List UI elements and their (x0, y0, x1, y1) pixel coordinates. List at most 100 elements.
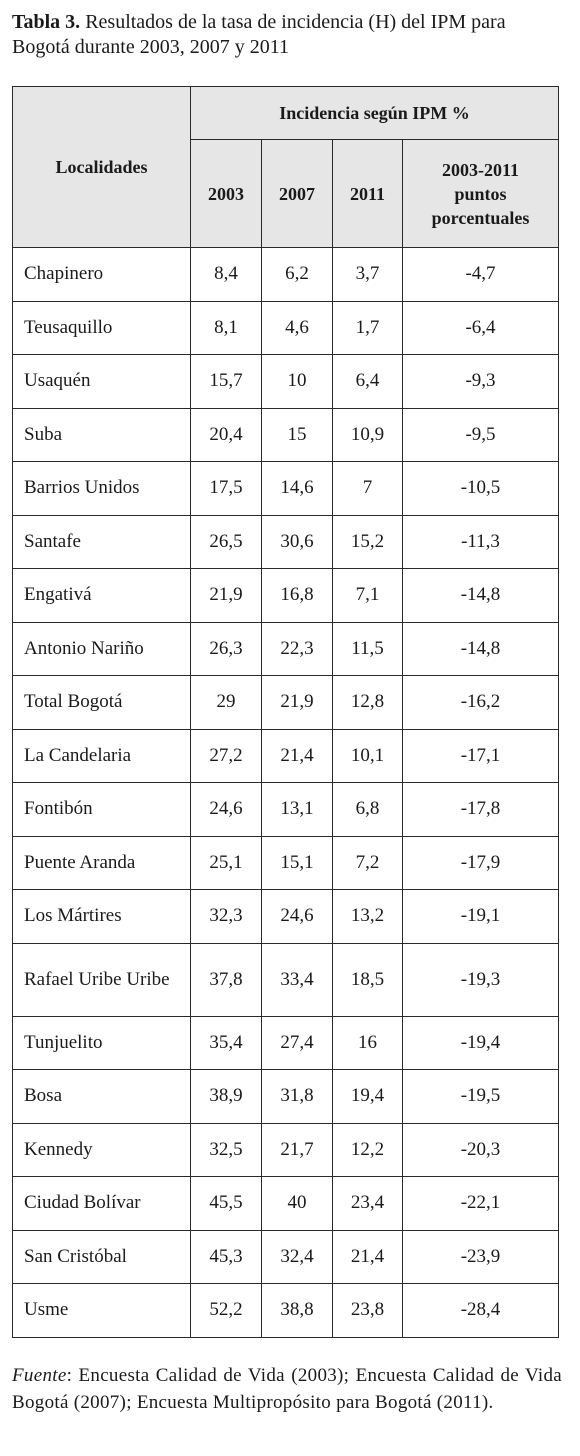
cell-change: -14,8 (401, 621, 560, 676)
cell-localidad: San Cristóbal (12, 1229, 191, 1284)
cell-change: -17,1 (401, 728, 560, 783)
cell-2011: 6,8 (332, 782, 403, 837)
cell-2007: 16,8 (261, 568, 333, 623)
table-row: Usme 52,2 38,8 23,8 -28,4 (12, 1283, 560, 1338)
cell-2011: 23,8 (332, 1283, 403, 1338)
cell-2011: 16 (332, 1015, 403, 1070)
cell-2003: 20,4 (190, 407, 262, 462)
cell-2007: 33,4 (261, 942, 333, 1017)
cell-2011: 12,8 (332, 675, 403, 730)
source-footnote: Fuente: Encuesta Calidad de Vida (2003);… (12, 1362, 562, 1416)
cell-change: -4,7 (401, 247, 560, 302)
cell-2007: 31,8 (261, 1069, 333, 1124)
ipm-table: Localidades Incidencia según IPM % 2003 … (12, 86, 560, 1338)
cell-localidad: Total Bogotá (12, 675, 191, 730)
cell-2011: 3,7 (332, 247, 403, 302)
cell-localidad: Santafe (12, 514, 191, 569)
table-row: Ciudad Bolívar 45,5 40 23,4 -22,1 (12, 1176, 560, 1231)
table-caption: Tabla 3. Resultados de la tasa de incide… (12, 10, 562, 60)
cell-localidad: Los Mártires (12, 889, 191, 944)
cell-2011: 7,1 (332, 568, 403, 623)
cell-localidad: Kennedy (12, 1122, 191, 1177)
cell-2011: 15,2 (332, 514, 403, 569)
table-row: Suba 20,4 15 10,9 -9,5 (12, 407, 560, 462)
cell-localidad: Bosa (12, 1069, 191, 1124)
table-row: Rafael Uribe Uribe 37,8 33,4 18,5 -19,3 (12, 942, 560, 1017)
cell-2003: 21,9 (190, 568, 262, 623)
cell-2003: 17,5 (190, 461, 262, 516)
table-row: Kennedy 32,5 21,7 12,2 -20,3 (12, 1122, 560, 1177)
cell-2003: 45,5 (190, 1176, 262, 1231)
cell-2003: 8,1 (190, 300, 262, 355)
cell-2003: 37,8 (190, 942, 262, 1017)
cell-2003: 35,4 (190, 1015, 262, 1070)
cell-change: -23,9 (401, 1229, 560, 1284)
cell-change: -10,5 (401, 461, 560, 516)
cell-2007: 4,6 (261, 300, 333, 355)
header-year-2007: 2007 (261, 139, 333, 248)
cell-change: -11,3 (401, 514, 560, 569)
cell-2003: 52,2 (190, 1283, 262, 1338)
cell-2007: 30,6 (261, 514, 333, 569)
cell-change: -19,3 (401, 942, 560, 1017)
table-row: Los Mártires 32,3 24,6 13,2 -19,1 (12, 889, 560, 944)
cell-localidad: Usme (12, 1283, 191, 1338)
cell-change: -19,1 (401, 889, 560, 944)
cell-2011: 13,2 (332, 889, 403, 944)
cell-change: -19,4 (401, 1015, 560, 1070)
cell-2011: 10,1 (332, 728, 403, 783)
cell-2003: 32,3 (190, 889, 262, 944)
table-row: Fontibón 24,6 13,1 6,8 -17,8 (12, 782, 560, 837)
cell-localidad: Rafael Uribe Uribe (12, 942, 191, 1017)
header-change: 2003-2011 puntos porcentuales (401, 139, 560, 248)
cell-2003: 24,6 (190, 782, 262, 837)
header-incidencia: Incidencia según IPM % (189, 86, 560, 140)
header-localidades: Localidades (12, 86, 191, 248)
table-body: Chapinero 8,4 6,2 3,7 -4,7 Teusaquillo 8,1 4,6 1… (12, 247, 560, 1338)
cell-change: -28,4 (401, 1283, 560, 1338)
footnote-text: : Encuesta Calidad de Vida (2003); Encue… (12, 1365, 562, 1413)
cell-2007: 10 (261, 354, 333, 409)
cell-change: -9,3 (401, 354, 560, 409)
cell-2007: 21,7 (261, 1122, 333, 1177)
cell-localidad: Teusaquillo (12, 300, 191, 355)
header-year-2011: 2011 (332, 139, 403, 248)
cell-localidad: Ciudad Bolívar (12, 1176, 191, 1231)
cell-2011: 19,4 (332, 1069, 403, 1124)
caption-label: Tabla 3. (12, 11, 81, 33)
cell-2007: 24,6 (261, 889, 333, 944)
cell-2007: 15 (261, 407, 333, 462)
cell-2003: 29 (190, 675, 262, 730)
table-row: Santafe 26,5 30,6 15,2 -11,3 (12, 514, 560, 569)
table-row: Tunjuelito 35,4 27,4 16 -19,4 (12, 1015, 560, 1070)
cell-2007: 22,3 (261, 621, 333, 676)
cell-localidad: Antonio Nariño (12, 621, 191, 676)
cell-2011: 7,2 (332, 835, 403, 890)
cell-change: -14,8 (401, 568, 560, 623)
footnote-label: Fuente (12, 1365, 67, 1386)
cell-2007: 13,1 (261, 782, 333, 837)
cell-localidad: Engativá (12, 568, 191, 623)
table-row: Teusaquillo 8,1 4,6 1,7 -6,4 (12, 300, 560, 355)
cell-localidad: Chapinero (12, 247, 191, 302)
cell-change: -22,1 (401, 1176, 560, 1231)
cell-localidad: Fontibón (12, 782, 191, 837)
cell-localidad: Usaquén (12, 354, 191, 409)
cell-change: -19,5 (401, 1069, 560, 1124)
cell-2003: 45,3 (190, 1229, 262, 1284)
cell-2011: 6,4 (332, 354, 403, 409)
cell-2003: 8,4 (190, 247, 262, 302)
cell-change: -9,5 (401, 407, 560, 462)
cell-2007: 14,6 (261, 461, 333, 516)
cell-2003: 26,3 (190, 621, 262, 676)
cell-2011: 10,9 (332, 407, 403, 462)
cell-2003: 15,7 (190, 354, 262, 409)
table-row: Total Bogotá 29 21,9 12,8 -16,2 (12, 675, 560, 730)
cell-localidad: Barrios Unidos (12, 461, 191, 516)
table-row: Bosa 38,9 31,8 19,4 -19,5 (12, 1069, 560, 1124)
header-year-2003: 2003 (190, 139, 262, 248)
cell-localidad: Puente Aranda (12, 835, 191, 890)
cell-2003: 27,2 (190, 728, 262, 783)
caption-text: Resultados de la tasa de incidencia (H) … (12, 11, 506, 58)
table-row: San Cristóbal 45,3 32,4 21,4 -23,9 (12, 1229, 560, 1284)
